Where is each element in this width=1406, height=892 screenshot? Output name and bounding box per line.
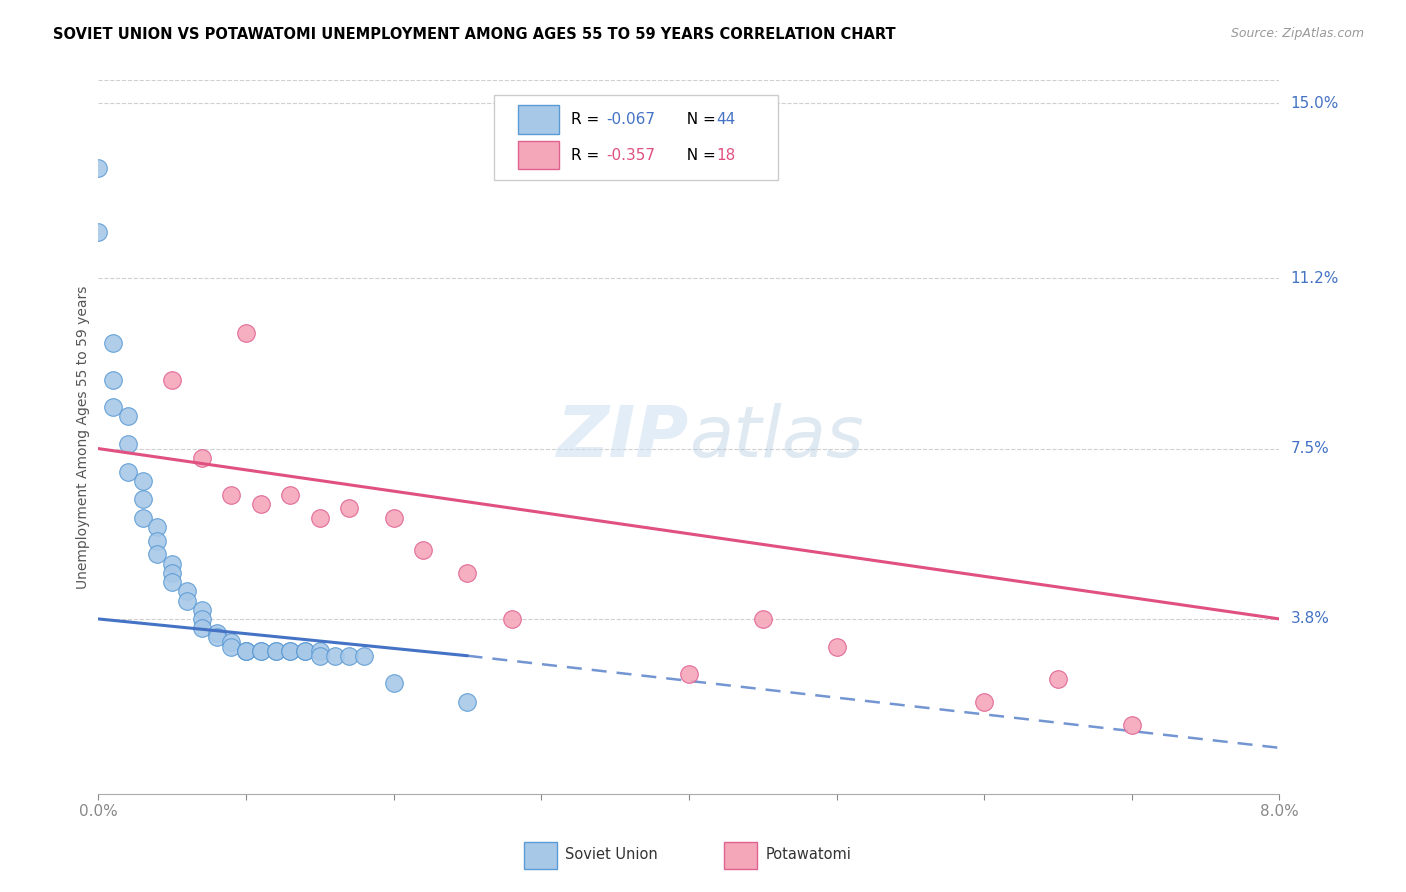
Y-axis label: Unemployment Among Ages 55 to 59 years: Unemployment Among Ages 55 to 59 years — [76, 285, 90, 589]
Point — [353, 648, 375, 663]
Text: SOVIET UNION VS POTAWATOMI UNEMPLOYMENT AMONG AGES 55 TO 59 YEARS CORRELATION CH: SOVIET UNION VS POTAWATOMI UNEMPLOYMENT … — [53, 27, 896, 42]
Point — [280, 644, 302, 658]
FancyBboxPatch shape — [517, 141, 560, 169]
Point — [87, 161, 110, 175]
Point — [1046, 672, 1070, 686]
Text: ZIP: ZIP — [557, 402, 689, 472]
Text: -0.357: -0.357 — [606, 148, 655, 162]
Point — [87, 225, 110, 239]
FancyBboxPatch shape — [523, 842, 557, 869]
Text: N =: N = — [678, 112, 721, 127]
Point — [221, 640, 243, 654]
Text: N =: N = — [678, 148, 721, 162]
Point — [678, 667, 700, 681]
Text: 11.2%: 11.2% — [1291, 271, 1339, 285]
Point — [146, 548, 169, 562]
Point — [412, 542, 434, 557]
Point — [221, 635, 243, 649]
Point — [132, 510, 155, 524]
Text: Soviet Union: Soviet Union — [565, 847, 658, 862]
Point — [1121, 718, 1143, 732]
Point — [235, 644, 257, 658]
Point — [205, 625, 228, 640]
Point — [825, 640, 848, 654]
Point — [205, 631, 228, 645]
Text: 44: 44 — [716, 112, 735, 127]
Point — [162, 566, 183, 580]
FancyBboxPatch shape — [724, 842, 758, 869]
Text: 18: 18 — [716, 148, 735, 162]
Point — [382, 510, 405, 524]
Point — [235, 326, 257, 341]
Point — [191, 612, 214, 626]
Point — [752, 612, 775, 626]
Point — [294, 644, 316, 658]
Point — [146, 520, 169, 534]
Point — [250, 644, 273, 658]
Point — [264, 644, 287, 658]
Text: R =: R = — [571, 112, 605, 127]
Text: 3.8%: 3.8% — [1291, 611, 1330, 626]
Point — [294, 644, 316, 658]
Point — [339, 648, 361, 663]
Point — [973, 695, 995, 709]
Point — [117, 437, 139, 451]
Text: atlas: atlas — [689, 402, 863, 472]
Point — [250, 644, 273, 658]
Point — [103, 400, 125, 414]
Point — [235, 644, 257, 658]
Text: 15.0%: 15.0% — [1291, 95, 1339, 111]
Point — [264, 644, 287, 658]
Point — [250, 497, 273, 511]
Point — [191, 621, 214, 635]
Text: -0.067: -0.067 — [606, 112, 655, 127]
Point — [235, 644, 257, 658]
Text: 7.5%: 7.5% — [1291, 441, 1329, 456]
Point — [221, 488, 243, 502]
FancyBboxPatch shape — [494, 95, 778, 180]
Point — [280, 644, 302, 658]
Point — [146, 533, 169, 548]
Point — [162, 372, 183, 386]
Point — [339, 501, 361, 516]
FancyBboxPatch shape — [517, 105, 560, 134]
Point — [191, 603, 214, 617]
Point — [132, 474, 155, 488]
Point — [162, 557, 183, 571]
Point — [280, 488, 302, 502]
Point — [132, 492, 155, 507]
Point — [501, 612, 523, 626]
Point — [162, 575, 183, 590]
Point — [309, 648, 332, 663]
Point — [309, 510, 332, 524]
Point — [176, 584, 198, 599]
Point — [176, 593, 198, 607]
Point — [103, 335, 125, 350]
Text: Potawatomi: Potawatomi — [766, 847, 852, 862]
Point — [457, 695, 479, 709]
Point — [382, 676, 405, 690]
Point — [323, 648, 346, 663]
Point — [457, 566, 479, 580]
Point — [117, 465, 139, 479]
Point — [309, 644, 332, 658]
Point — [117, 409, 139, 424]
Point — [103, 372, 125, 386]
Point — [191, 450, 214, 465]
Text: R =: R = — [571, 148, 605, 162]
Text: Source: ZipAtlas.com: Source: ZipAtlas.com — [1230, 27, 1364, 40]
